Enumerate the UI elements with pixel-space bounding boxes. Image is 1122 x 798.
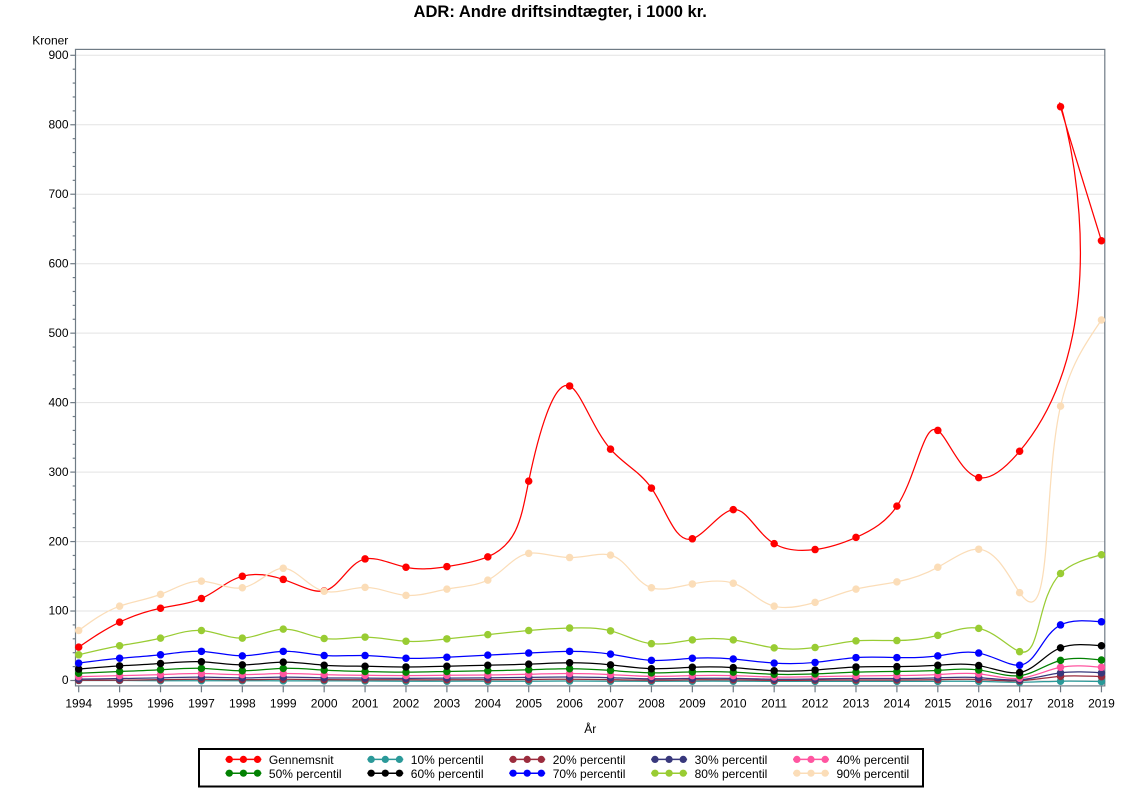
svg-text:100: 100: [48, 604, 68, 618]
svg-text:Gennemsnit: Gennemsnit: [269, 753, 334, 767]
svg-text:400: 400: [48, 395, 68, 409]
svg-text:2014: 2014: [884, 696, 911, 710]
svg-text:1995: 1995: [106, 696, 133, 710]
svg-text:1999: 1999: [270, 696, 297, 710]
svg-text:70% percentil: 70% percentil: [553, 767, 626, 781]
svg-text:2011: 2011: [761, 696, 787, 710]
svg-text:1997: 1997: [188, 696, 215, 710]
svg-text:700: 700: [48, 187, 68, 201]
svg-text:2004: 2004: [474, 696, 501, 710]
svg-text:2002: 2002: [393, 696, 420, 710]
svg-text:60% percentil: 60% percentil: [411, 767, 484, 781]
svg-text:2016: 2016: [965, 696, 992, 710]
svg-text:90% percentil: 90% percentil: [837, 767, 910, 781]
svg-text:2009: 2009: [679, 696, 706, 710]
svg-text:1996: 1996: [147, 696, 174, 710]
svg-text:1994: 1994: [65, 696, 92, 710]
svg-text:2000: 2000: [311, 696, 338, 710]
svg-text:2017: 2017: [1006, 696, 1033, 710]
svg-text:2010: 2010: [720, 696, 747, 710]
svg-text:1998: 1998: [229, 696, 256, 710]
svg-text:40% percentil: 40% percentil: [837, 753, 910, 767]
svg-text:2005: 2005: [515, 696, 542, 710]
svg-text:0: 0: [62, 673, 69, 687]
svg-text:50% percentil: 50% percentil: [269, 767, 342, 781]
svg-text:500: 500: [48, 326, 68, 340]
svg-text:200: 200: [48, 534, 68, 548]
svg-text:2019: 2019: [1088, 696, 1115, 710]
svg-text:300: 300: [48, 465, 68, 479]
svg-text:2001: 2001: [352, 696, 379, 710]
svg-text:10% percentil: 10% percentil: [411, 753, 484, 767]
svg-text:2013: 2013: [843, 696, 870, 710]
svg-text:900: 900: [48, 48, 68, 62]
svg-text:600: 600: [48, 256, 68, 270]
svg-text:Kroner: Kroner: [32, 34, 68, 48]
svg-text:2007: 2007: [597, 696, 624, 710]
svg-text:2018: 2018: [1047, 696, 1074, 710]
svg-text:30% percentil: 30% percentil: [695, 753, 768, 767]
svg-text:80% percentil: 80% percentil: [695, 767, 768, 781]
svg-text:2008: 2008: [638, 696, 665, 710]
svg-text:ADR: Andre driftsindtægter, i: ADR: Andre driftsindtægter, i 1000 kr.: [414, 2, 707, 21]
svg-text:2003: 2003: [434, 696, 461, 710]
svg-text:20% percentil: 20% percentil: [553, 753, 626, 767]
svg-text:2006: 2006: [556, 696, 583, 710]
svg-text:800: 800: [48, 117, 68, 131]
svg-text:År: År: [584, 721, 596, 736]
svg-text:2012: 2012: [802, 696, 829, 710]
svg-text:2015: 2015: [924, 696, 951, 710]
